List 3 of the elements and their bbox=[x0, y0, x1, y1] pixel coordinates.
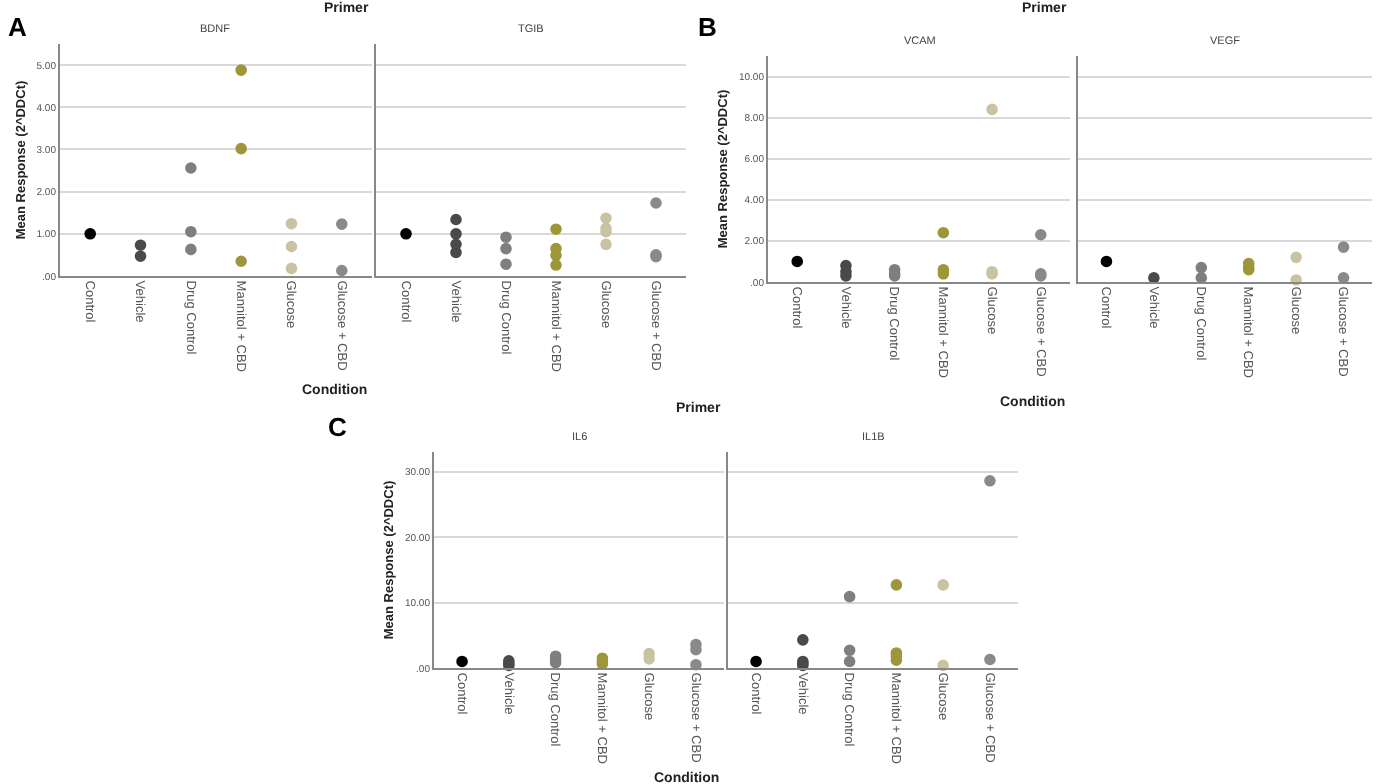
text: A bbox=[8, 12, 28, 42]
text: C bbox=[328, 412, 348, 442]
text: B bbox=[698, 12, 717, 42]
